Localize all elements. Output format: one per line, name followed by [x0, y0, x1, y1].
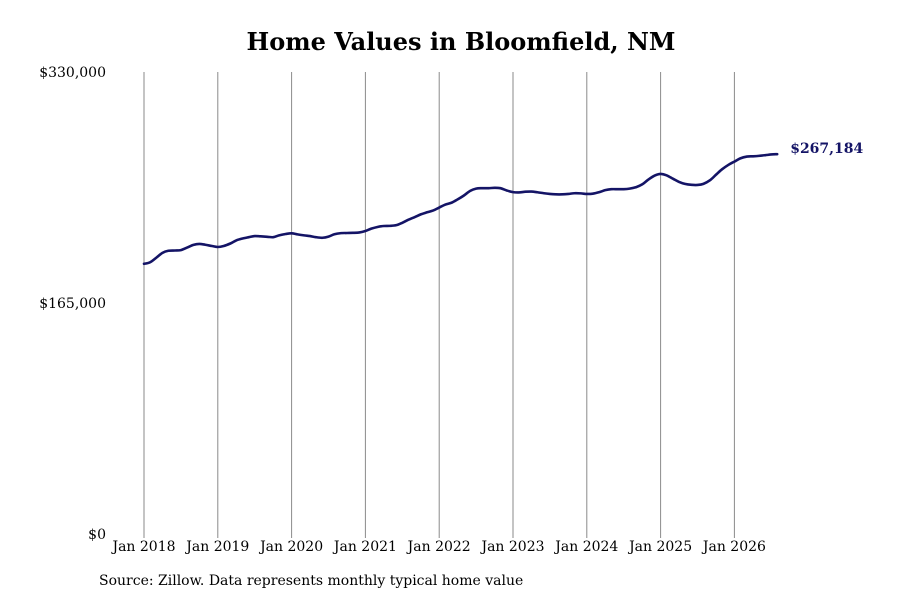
x-tick-label: Jan 2020: [258, 539, 323, 555]
x-axis-tick-labels: Jan 2018 Jan 2019 Jan 2020 Jan 2021 Jan 2022…: [110, 539, 766, 555]
series-line: [142, 152, 779, 266]
y-tick-label: $330,000: [39, 65, 106, 81]
y-tick-label: $165,000: [39, 296, 106, 312]
end-value-label: $267,184: [790, 141, 863, 157]
grid-lines: [143, 72, 735, 538]
x-tick-label: Jan 2018: [110, 539, 175, 555]
x-tick-label: Jan 2022: [406, 539, 471, 555]
x-tick-label: Jan 2024: [553, 539, 618, 555]
y-axis-tick-labels: $330,000 $165,000 $0: [39, 65, 106, 543]
x-tick-label: Jan 2019: [184, 539, 249, 555]
x-tick-label: Jan 2023: [479, 539, 544, 555]
chart-title: Home Values in Bloomfield, NM: [246, 27, 676, 56]
y-tick-label: $0: [88, 527, 106, 543]
x-tick-label: Jan 2021: [332, 539, 397, 555]
end-value-label-group: $267,184: [790, 141, 863, 157]
series-line-group: [142, 152, 779, 266]
x-tick-label: Jan 2026: [701, 539, 766, 555]
source-note: Source: Zillow. Data represents monthly …: [99, 573, 524, 589]
x-tick-label: Jan 2025: [627, 539, 692, 555]
